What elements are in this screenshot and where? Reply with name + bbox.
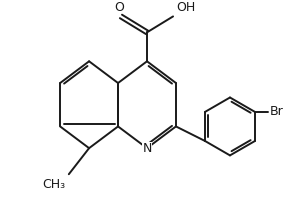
- Text: Br: Br: [270, 106, 283, 119]
- Text: O: O: [115, 1, 124, 14]
- Text: OH: OH: [176, 1, 195, 14]
- Text: CH₃: CH₃: [42, 178, 65, 191]
- Text: N: N: [142, 142, 152, 155]
